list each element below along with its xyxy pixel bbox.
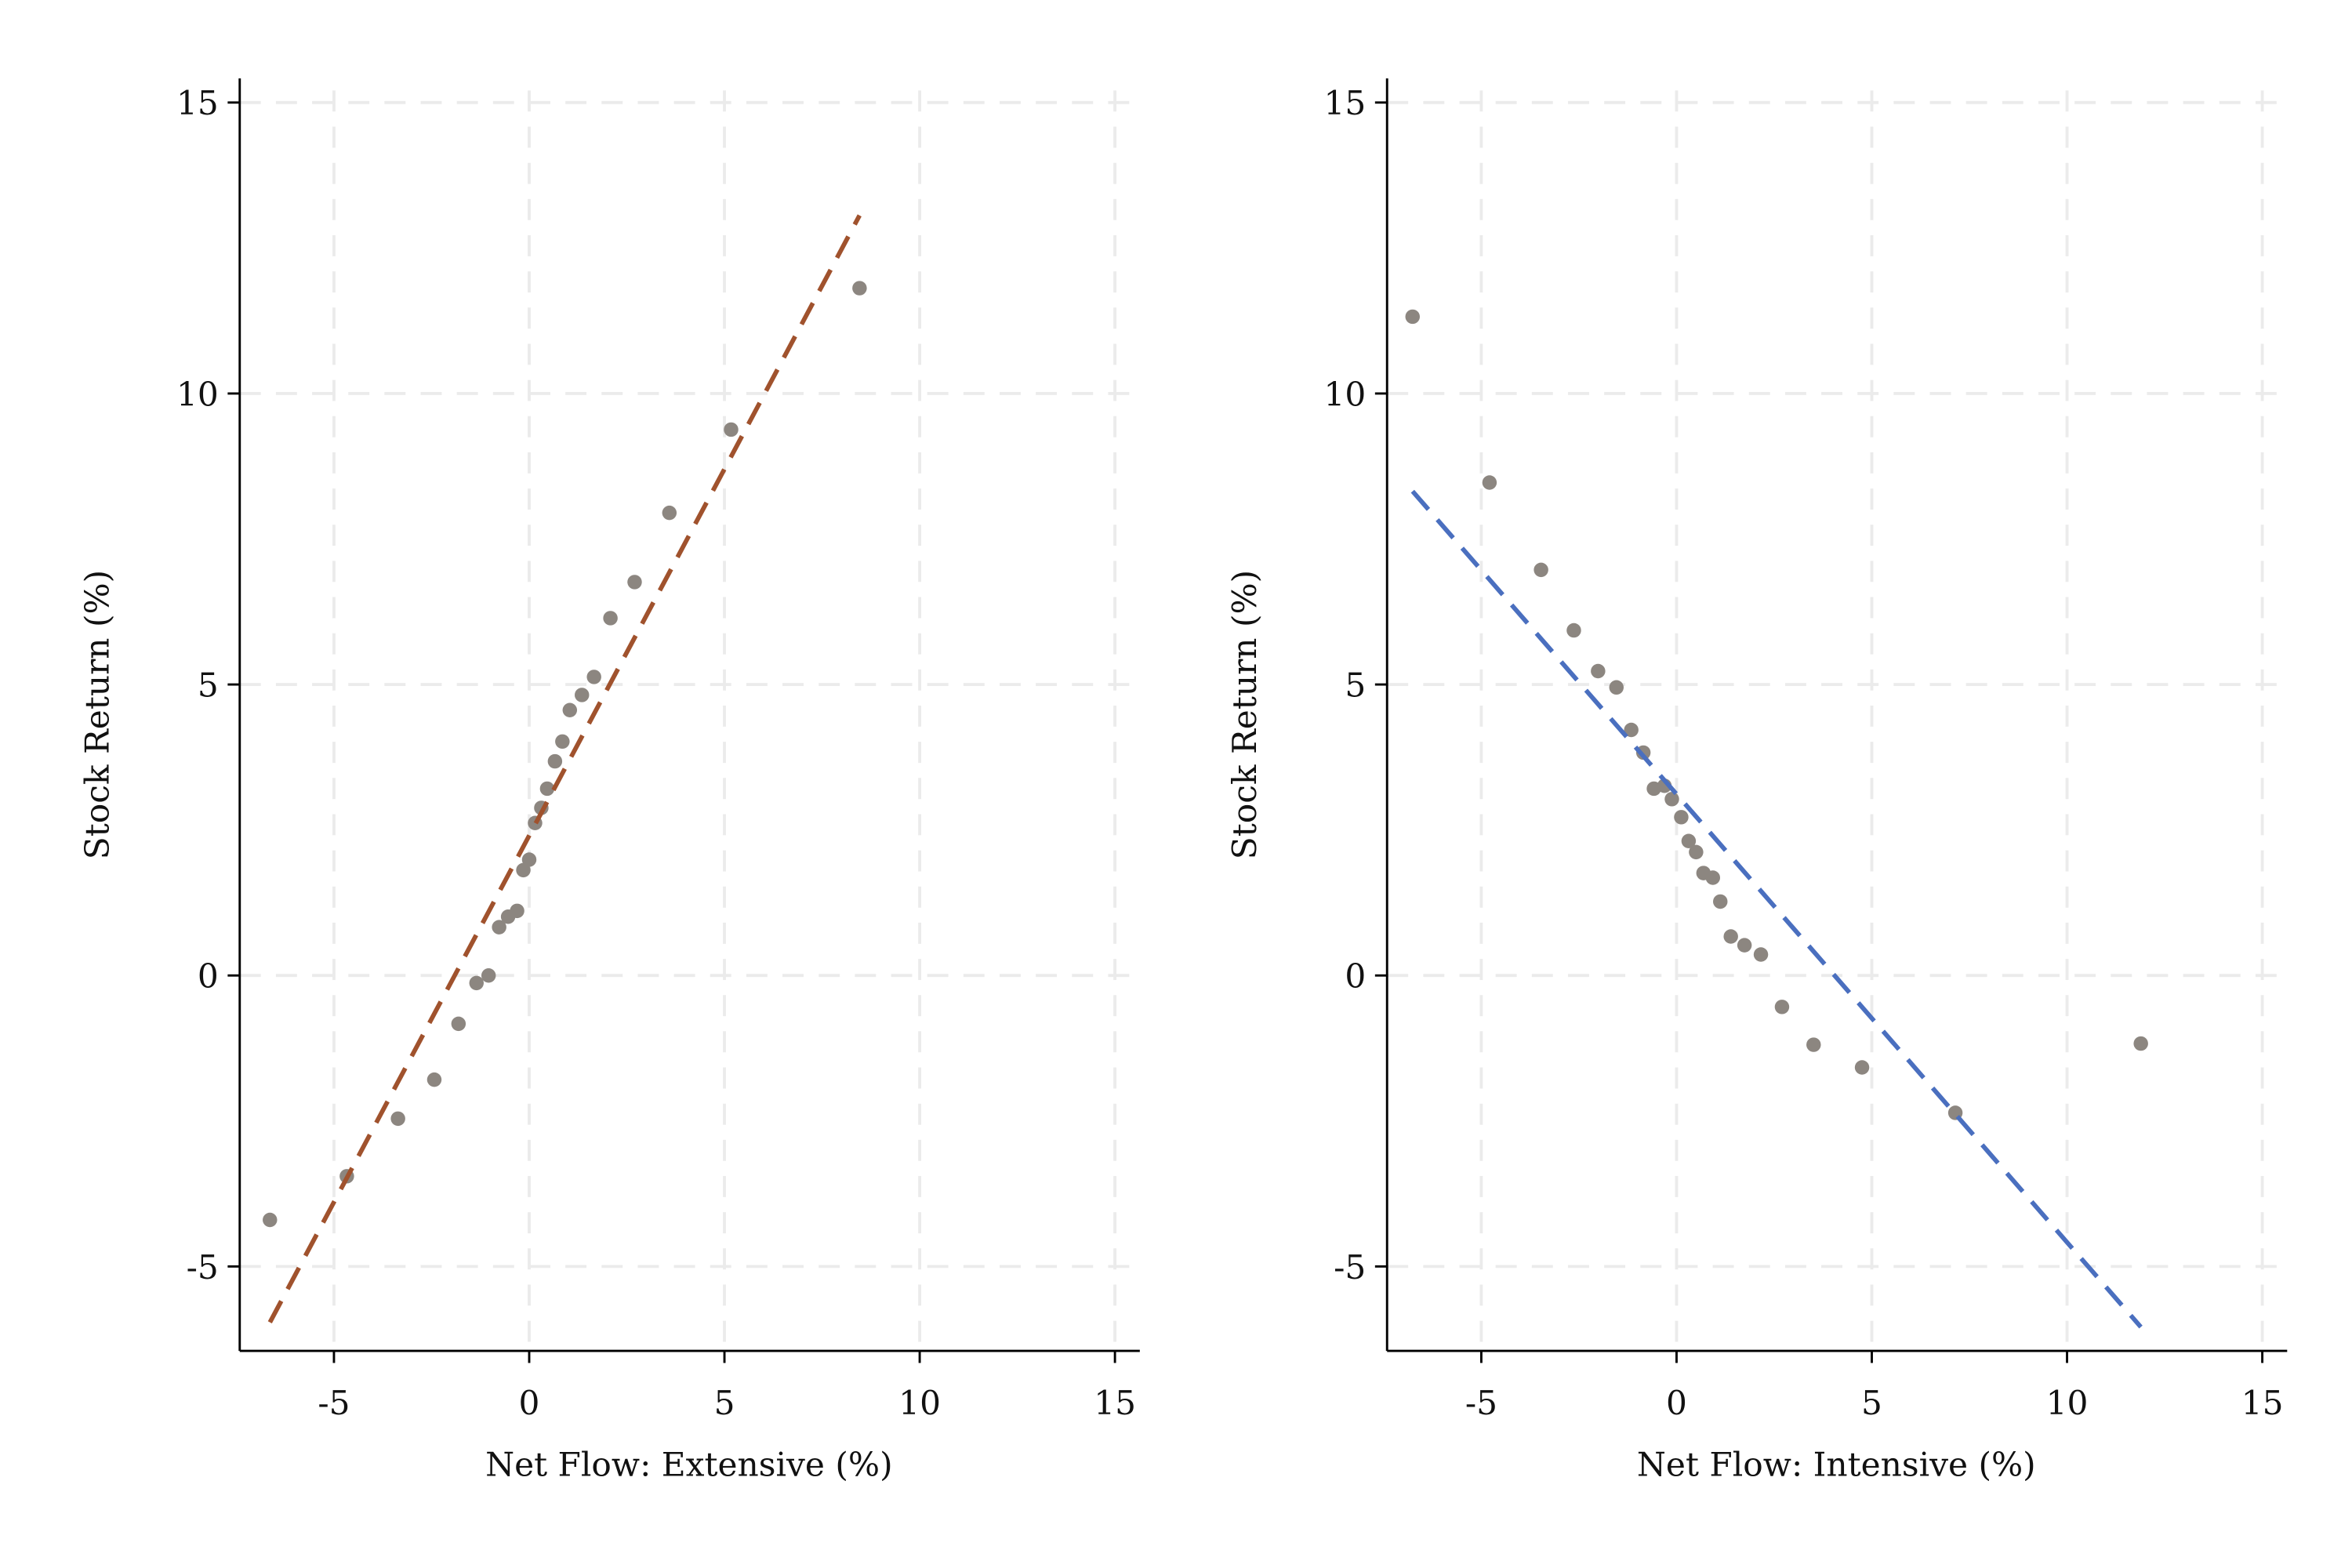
x-tick-label: 10	[898, 1384, 941, 1422]
data-point	[627, 575, 642, 590]
data-point	[852, 281, 867, 296]
data-point	[1713, 894, 1728, 909]
data-point	[555, 734, 570, 750]
data-point	[1681, 833, 1697, 848]
y-tick-label: 10	[1323, 375, 1366, 413]
fit-line	[1410, 489, 2143, 1329]
data-point	[547, 753, 563, 769]
data-point	[586, 670, 601, 684]
data-point	[492, 920, 506, 935]
data-point	[1854, 1060, 1870, 1075]
x-tick-label: 10	[2046, 1384, 2089, 1422]
data-point	[1705, 870, 1721, 885]
y-tick-label: 0	[198, 957, 219, 996]
data-point	[1405, 309, 1420, 325]
data-point	[510, 903, 524, 919]
data-point	[426, 1072, 442, 1087]
y-tick-label: -5	[187, 1248, 219, 1287]
data-point	[724, 422, 739, 437]
data-point	[1624, 722, 1639, 738]
data-point	[1591, 663, 1606, 679]
data-point	[1674, 810, 1689, 825]
data-point	[451, 1016, 466, 1032]
data-point	[539, 781, 555, 797]
data-point	[1534, 562, 1548, 578]
x-tick-label: 0	[1666, 1384, 1687, 1422]
data-point	[263, 1212, 278, 1228]
data-point	[1566, 622, 1581, 638]
y-tick-label: 15	[176, 84, 219, 122]
data-point	[1723, 929, 1738, 944]
panel-extensive: Net Flow: Extensive (%) Stock Return (%)…	[78, 78, 1140, 1484]
data-point	[1737, 938, 1752, 953]
fit-line	[267, 214, 862, 1324]
data-point	[1482, 475, 1497, 490]
y-axis-label: Stock Return (%)	[78, 570, 116, 859]
x-tick-label: 0	[519, 1384, 540, 1422]
y-tick-label: 15	[1323, 84, 1366, 122]
data-point	[662, 505, 677, 521]
x-tick-label: -5	[1465, 1384, 1497, 1422]
y-tick-label: 10	[176, 375, 219, 413]
x-axis-label: Net Flow: Extensive (%)	[485, 1446, 893, 1484]
x-axis-label: Net Flow: Intensive (%)	[1637, 1446, 2036, 1484]
panel-intensive: Net Flow: Intensive (%) Stock Return (%)…	[1225, 78, 2288, 1484]
data-point	[575, 688, 590, 702]
x-tick-label: -5	[318, 1384, 350, 1422]
x-tick-label: 15	[1094, 1384, 1136, 1422]
data-point	[1774, 1000, 1790, 1014]
data-point	[481, 968, 496, 983]
y-tick-label: 5	[198, 666, 219, 704]
y-axis-label: Stock Return (%)	[1225, 570, 1264, 859]
x-tick-label: 5	[714, 1384, 735, 1422]
data-point	[469, 975, 484, 991]
y-tick-label: -5	[1334, 1248, 1366, 1287]
data-point	[390, 1111, 405, 1127]
data-point	[1609, 680, 1624, 695]
y-tick-label: 5	[1345, 666, 1366, 704]
data-point	[1806, 1037, 1821, 1052]
data-point	[1689, 844, 1704, 860]
data-point	[603, 611, 618, 626]
data-point	[562, 702, 578, 717]
data-point	[2133, 1036, 2148, 1051]
data-point	[1664, 792, 1679, 807]
x-tick-label: 5	[1861, 1384, 1882, 1422]
y-tick-label: 0	[1345, 957, 1366, 996]
data-point	[521, 852, 537, 867]
data-point	[1753, 947, 1769, 962]
x-tick-label: 15	[2241, 1384, 2284, 1422]
